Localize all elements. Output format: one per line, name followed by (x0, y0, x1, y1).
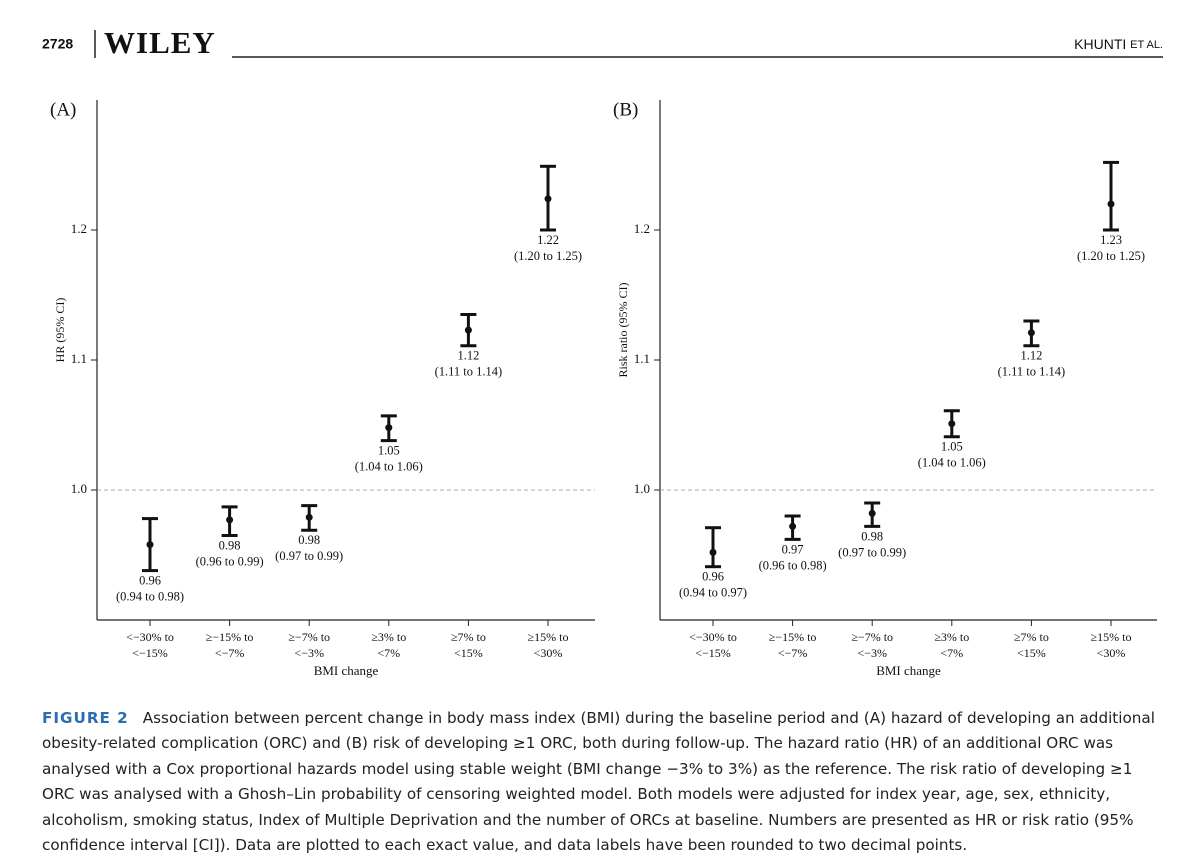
value-label: 1.12 (457, 349, 479, 363)
caption-text: Association between percent change in bo… (42, 709, 1155, 855)
y-tick-label: 1.2 (634, 221, 650, 236)
value-label: 0.98 (861, 529, 883, 543)
running-head: KHUNTI ET AL. (1074, 36, 1163, 52)
interval-label: (1.20 to 1.25) (1077, 249, 1145, 263)
point (544, 195, 552, 203)
interval-label: (0.94 to 0.98) (116, 589, 184, 603)
point (1107, 200, 1115, 208)
x-tick-label: ≥−15% to (206, 630, 254, 644)
value-label: 1.23 (1100, 233, 1122, 247)
x-tick-label: <−15% (695, 646, 731, 660)
x-tick-label: <−3% (857, 646, 887, 660)
value-label: 1.22 (537, 233, 559, 247)
point (146, 541, 154, 549)
panel-label: (A) (50, 99, 76, 120)
interval-label: (0.97 to 0.99) (838, 545, 906, 559)
x-axis-label: BMI change (876, 663, 941, 678)
value-label: 0.97 (782, 542, 804, 556)
value-label: 1.05 (941, 440, 963, 454)
point (464, 326, 472, 334)
x-tick-label: <−15% (132, 646, 168, 660)
x-tick-label: <30% (534, 646, 563, 660)
value-label: 1.12 (1020, 349, 1042, 363)
page-number: 2728 (42, 36, 73, 52)
point (709, 548, 717, 556)
x-tick-label: <−30% to (689, 630, 737, 644)
x-tick-label: ≥15% to (1091, 630, 1132, 644)
panel-label: (B) (613, 99, 638, 120)
author: KHUNTI (1074, 36, 1126, 52)
x-tick-label: <−3% (294, 646, 324, 660)
interval-label: (0.94 to 0.97) (679, 586, 747, 600)
interval-label: (1.20 to 1.25) (514, 249, 582, 263)
x-tick-label: <15% (1017, 646, 1046, 660)
x-tick-label: <15% (454, 646, 483, 660)
value-label: 0.96 (702, 570, 724, 584)
point (385, 424, 393, 432)
interval-label: (1.11 to 1.14) (998, 365, 1066, 379)
point (948, 420, 956, 428)
interval-label: (1.11 to 1.14) (435, 365, 503, 379)
y-tick-label: 1.0 (71, 481, 87, 496)
value-label: 1.05 (378, 443, 400, 457)
point (1027, 329, 1035, 337)
x-tick-label: ≥7% to (1014, 630, 1049, 644)
x-tick-label: <−7% (215, 646, 245, 660)
interval-label: (1.04 to 1.06) (918, 456, 986, 470)
y-axis-label: HR (95% CI) (53, 298, 67, 363)
x-tick-label: ≥3% to (934, 630, 969, 644)
x-tick-label: <−30% to (126, 630, 174, 644)
x-tick-label: ≥3% to (371, 630, 406, 644)
figure: 2728 WILEY KHUNTI ET AL. (A) HR (95% CI) B… (42, 25, 1163, 678)
interval-label: (1.04 to 1.06) (355, 459, 423, 473)
x-tick-label: <7% (940, 646, 963, 660)
y-axis-label: Risk ratio (95% CI) (616, 283, 630, 378)
x-tick-label: ≥15% to (528, 630, 569, 644)
interval-label: (0.97 to 0.99) (275, 549, 343, 563)
x-tick-label: ≥7% to (451, 630, 486, 644)
x-tick-label: ≥−7% to (851, 630, 893, 644)
x-tick-label: <30% (1097, 646, 1126, 660)
caption: FIGURE 2 Association between percent chan… (42, 706, 1167, 858)
publisher-logo: WILEY (104, 25, 216, 60)
point (868, 509, 876, 517)
interval-label: (0.96 to 0.98) (759, 558, 827, 572)
x-tick-label: <7% (377, 646, 400, 660)
interval-label: (0.96 to 0.99) (196, 554, 264, 568)
x-tick-label: ≥−7% to (288, 630, 330, 644)
y-tick-label: 1.2 (71, 221, 87, 236)
x-axis-label: BMI change (314, 663, 379, 678)
y-tick-label: 1.0 (634, 481, 650, 496)
x-tick-label: <−7% (778, 646, 808, 660)
y-tick-label: 1.1 (71, 351, 87, 366)
point (789, 522, 797, 530)
value-label: 0.98 (298, 533, 320, 547)
author-suffix: ET AL. (1130, 39, 1163, 51)
value-label: 0.98 (219, 538, 241, 552)
point (226, 516, 234, 524)
x-tick-label: ≥−15% to (769, 630, 817, 644)
point (305, 513, 313, 521)
y-tick-label: 1.1 (634, 351, 650, 366)
value-label: 0.96 (139, 573, 161, 587)
caption-label: FIGURE 2 (42, 709, 129, 727)
